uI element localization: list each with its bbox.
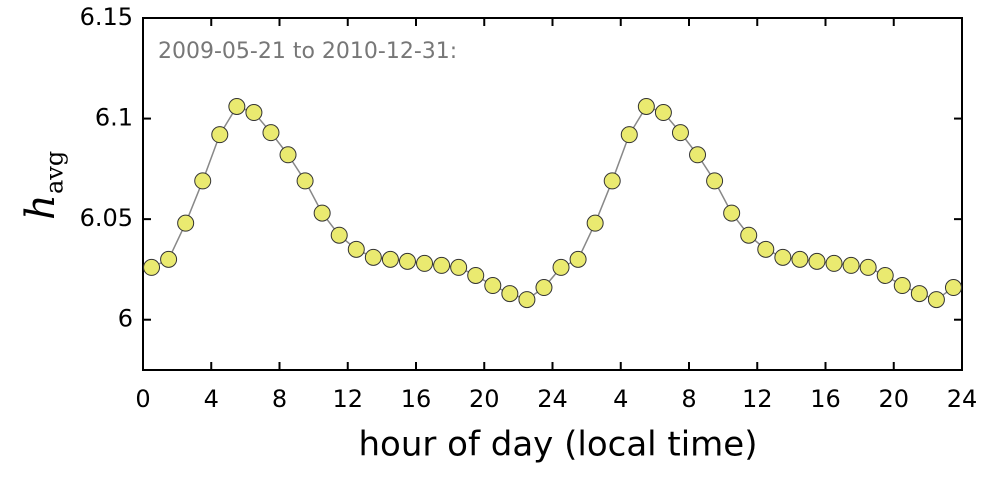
data-point xyxy=(910,285,928,303)
x-tick-label: 20 xyxy=(878,385,909,413)
x-tick-label: 24 xyxy=(947,385,978,413)
data-point xyxy=(364,248,382,266)
y-tick-label: 6.1 xyxy=(95,104,133,132)
data-point xyxy=(927,291,945,309)
data-point xyxy=(808,252,826,270)
data-point xyxy=(467,266,485,284)
data-point xyxy=(603,172,621,190)
data-point xyxy=(723,204,741,222)
data-point xyxy=(842,256,860,274)
data-point xyxy=(398,252,416,270)
data-point xyxy=(279,146,297,164)
data-point xyxy=(347,240,365,258)
y-tick-label: 6 xyxy=(118,305,133,333)
data-point xyxy=(296,172,314,190)
x-tick-label: 12 xyxy=(332,385,363,413)
data-point xyxy=(774,248,792,266)
data-point xyxy=(501,285,519,303)
data-point xyxy=(706,172,724,190)
data-point xyxy=(620,126,638,144)
x-tick-label: 8 xyxy=(681,385,696,413)
y-label-main: h xyxy=(18,194,64,220)
data-point xyxy=(654,104,672,122)
data-point xyxy=(228,98,246,116)
data-point xyxy=(893,277,911,295)
x-tick-label: 12 xyxy=(742,385,773,413)
data-point xyxy=(825,254,843,272)
y-label-sub: avg xyxy=(41,151,69,194)
data-point xyxy=(330,226,348,244)
data-point xyxy=(671,124,689,142)
data-point xyxy=(160,250,178,268)
data-point xyxy=(757,240,775,258)
y-tick-label: 6.15 xyxy=(80,3,133,31)
data-point xyxy=(211,126,229,144)
data-point xyxy=(859,258,877,276)
y-tick-label: 6.05 xyxy=(80,204,133,232)
x-tick-label: 4 xyxy=(613,385,628,413)
data-point xyxy=(245,104,263,122)
data-point xyxy=(518,291,536,309)
x-tick-label: 4 xyxy=(204,385,219,413)
data-point xyxy=(876,266,894,284)
data-point xyxy=(177,214,195,232)
y-axis-label: h avg xyxy=(18,151,69,220)
x-tick-label: 16 xyxy=(810,385,841,413)
data-point xyxy=(535,279,553,297)
data-point xyxy=(433,256,451,274)
x-tick-label: 16 xyxy=(401,385,432,413)
data-point xyxy=(689,146,707,164)
data-point xyxy=(586,214,604,232)
data-point xyxy=(194,172,212,190)
data-point xyxy=(262,124,280,142)
x-tick-label: 24 xyxy=(537,385,568,413)
x-tick-label: 8 xyxy=(272,385,287,413)
data-point xyxy=(416,254,434,272)
annotation: 2009-05-21 to 2010-12-31: xyxy=(158,39,457,64)
plot-frame xyxy=(142,17,963,371)
data-point xyxy=(450,258,468,276)
data-point xyxy=(552,258,570,276)
data-point xyxy=(313,204,331,222)
data-point xyxy=(484,277,502,295)
x-axis-label: hour of day (local time) xyxy=(359,425,758,465)
data-point xyxy=(143,258,161,276)
x-tick-label: 0 xyxy=(135,385,150,413)
data-point xyxy=(740,226,758,244)
data-point xyxy=(381,250,399,268)
data-point xyxy=(944,279,962,297)
data-point xyxy=(569,250,587,268)
data-point xyxy=(791,250,809,268)
data-point xyxy=(637,98,655,116)
x-tick-label: 20 xyxy=(469,385,500,413)
